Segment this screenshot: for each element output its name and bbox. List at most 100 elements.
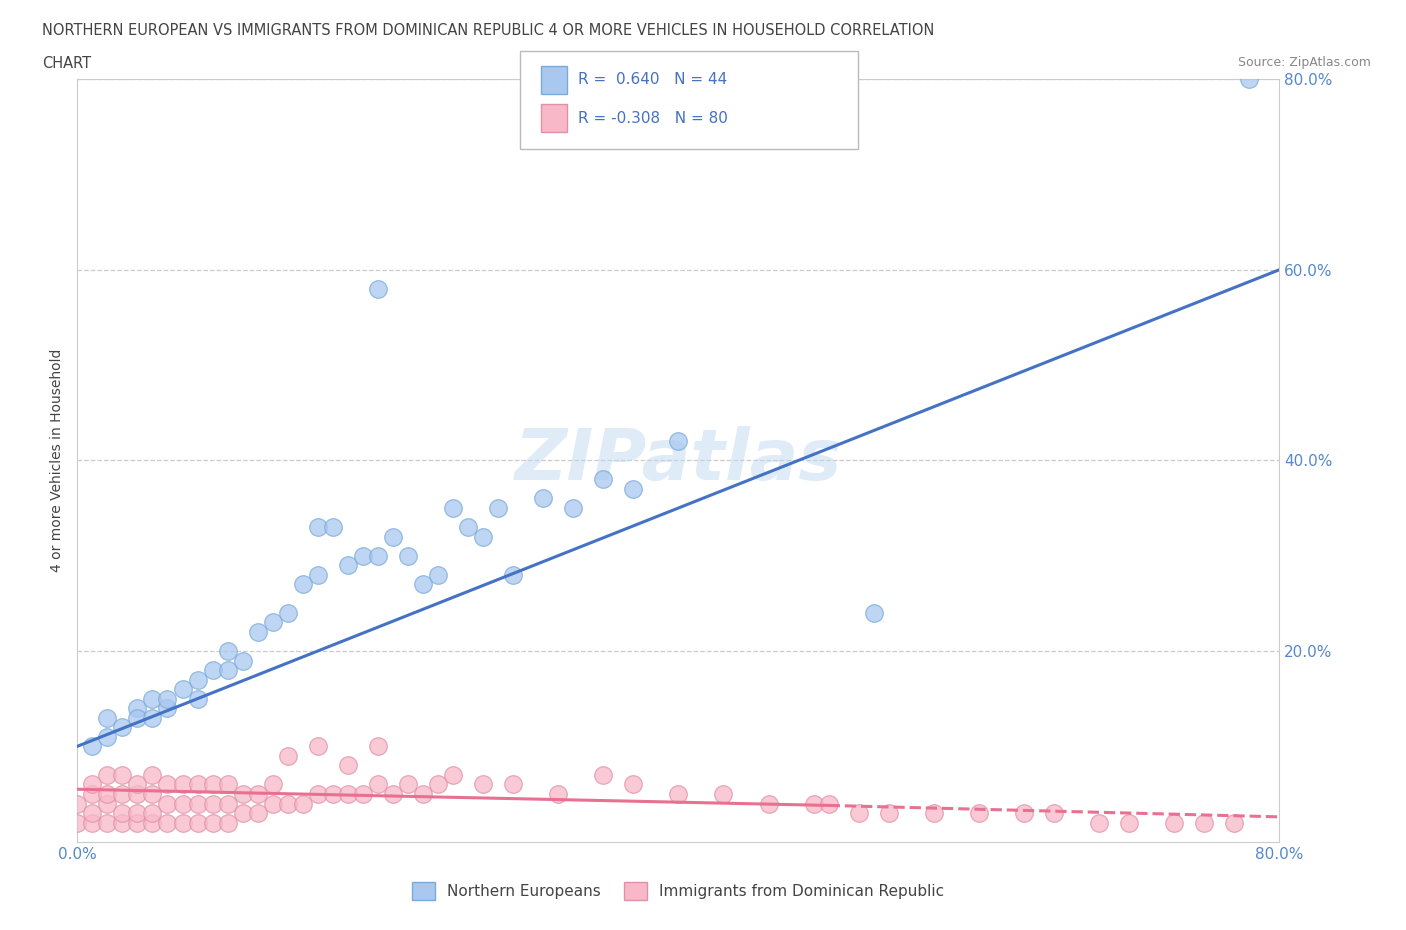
Point xyxy=(412,577,434,591)
Point xyxy=(111,787,134,802)
Point xyxy=(127,805,149,820)
Point xyxy=(66,815,89,830)
Point xyxy=(141,805,163,820)
Point xyxy=(96,729,118,744)
Point xyxy=(96,787,118,802)
Point xyxy=(141,711,163,725)
Point xyxy=(367,549,389,564)
Point xyxy=(472,777,495,792)
Point xyxy=(381,787,404,802)
Point xyxy=(156,691,179,706)
Point xyxy=(217,796,239,811)
Point xyxy=(127,777,149,792)
Point xyxy=(232,787,254,802)
Point xyxy=(352,787,374,802)
Point xyxy=(246,787,269,802)
Point xyxy=(187,796,209,811)
Point xyxy=(457,520,479,535)
Point xyxy=(396,549,419,564)
Text: Source: ZipAtlas.com: Source: ZipAtlas.com xyxy=(1237,56,1371,69)
Point xyxy=(1088,815,1111,830)
Point xyxy=(127,711,149,725)
Point xyxy=(547,787,569,802)
Point xyxy=(668,787,690,802)
Point xyxy=(322,520,344,535)
Point xyxy=(562,500,585,515)
Point xyxy=(217,815,239,830)
Point xyxy=(217,777,239,792)
Point xyxy=(336,558,359,573)
Point xyxy=(156,701,179,716)
Point xyxy=(668,434,690,449)
Point xyxy=(307,787,329,802)
Point xyxy=(201,777,224,792)
Point xyxy=(1163,815,1185,830)
Text: CHART: CHART xyxy=(42,56,91,71)
Point xyxy=(336,787,359,802)
Point xyxy=(502,777,524,792)
Point xyxy=(592,767,614,782)
Point xyxy=(877,805,900,820)
Point xyxy=(201,796,224,811)
Point xyxy=(187,777,209,792)
Point xyxy=(367,282,389,297)
Point xyxy=(262,615,284,630)
Point xyxy=(967,805,990,820)
Point xyxy=(621,482,644,497)
Point xyxy=(307,567,329,582)
Point xyxy=(232,805,254,820)
Point xyxy=(187,815,209,830)
Point xyxy=(141,787,163,802)
Point xyxy=(1118,815,1140,830)
Point xyxy=(96,767,118,782)
Point xyxy=(82,777,104,792)
Point xyxy=(486,500,509,515)
Point xyxy=(96,815,118,830)
Y-axis label: 4 or more Vehicles in Household: 4 or more Vehicles in Household xyxy=(51,349,65,572)
Point xyxy=(82,805,104,820)
Point xyxy=(66,796,89,811)
Point xyxy=(803,796,825,811)
Point xyxy=(1012,805,1035,820)
Point xyxy=(217,644,239,658)
Point xyxy=(277,749,299,764)
Point xyxy=(848,805,870,820)
Point xyxy=(172,796,194,811)
Point xyxy=(817,796,839,811)
Point xyxy=(96,796,118,811)
Point xyxy=(172,815,194,830)
Point xyxy=(201,663,224,678)
Text: R =  0.640   N = 44: R = 0.640 N = 44 xyxy=(578,73,727,87)
Point xyxy=(246,805,269,820)
Point xyxy=(262,777,284,792)
Point xyxy=(592,472,614,487)
Point xyxy=(201,815,224,830)
Point xyxy=(262,796,284,811)
Point xyxy=(232,653,254,668)
Point xyxy=(862,605,884,620)
Text: NORTHERN EUROPEAN VS IMMIGRANTS FROM DOMINICAN REPUBLIC 4 OR MORE VEHICLES IN HO: NORTHERN EUROPEAN VS IMMIGRANTS FROM DOM… xyxy=(42,23,935,38)
Point xyxy=(1239,72,1261,86)
Point xyxy=(427,567,450,582)
Point xyxy=(502,567,524,582)
Point xyxy=(277,796,299,811)
Point xyxy=(96,711,118,725)
Point xyxy=(291,796,314,811)
Point xyxy=(472,529,495,544)
Point xyxy=(922,805,945,820)
Point xyxy=(111,815,134,830)
Point xyxy=(156,796,179,811)
Point xyxy=(1194,815,1216,830)
Point xyxy=(427,777,450,792)
Point xyxy=(291,577,314,591)
Text: R = -0.308   N = 80: R = -0.308 N = 80 xyxy=(578,111,728,126)
Point xyxy=(322,787,344,802)
Point xyxy=(336,758,359,773)
Point xyxy=(367,777,389,792)
Point xyxy=(367,738,389,753)
Point xyxy=(187,691,209,706)
Point xyxy=(127,787,149,802)
Point xyxy=(111,805,134,820)
Point xyxy=(412,787,434,802)
Legend: Northern Europeans, Immigrants from Dominican Republic: Northern Europeans, Immigrants from Domi… xyxy=(406,876,950,907)
